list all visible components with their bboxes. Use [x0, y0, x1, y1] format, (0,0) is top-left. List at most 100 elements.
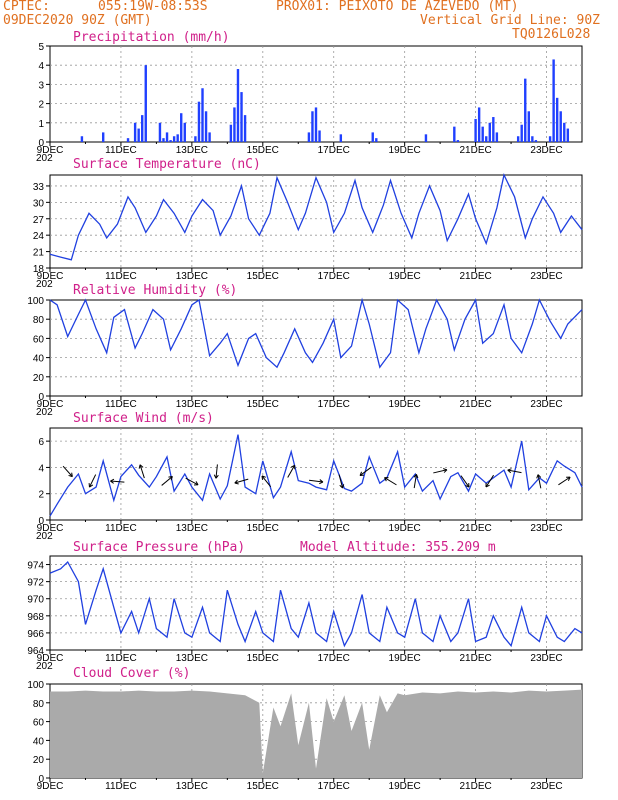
wind-arrow-head [485, 482, 490, 488]
precip-bar [474, 118, 477, 142]
precip-bar [481, 126, 484, 142]
series-line [49, 434, 583, 517]
x-tick-label: 15DEC [247, 145, 279, 156]
wind-arrow [338, 474, 344, 489]
precip-bar [563, 122, 566, 142]
header-run-id: TQ0126L028 [512, 27, 591, 42]
x-tick-label: 13DEC [176, 781, 208, 792]
precip-bar [524, 78, 527, 142]
precip-bar [485, 136, 488, 142]
wind-arrow [507, 469, 522, 474]
x-tick-label: 9DEC [37, 781, 64, 792]
x-tick-label: 17DEC [318, 523, 350, 534]
wind-arrow [62, 465, 73, 477]
precip-bar [236, 69, 240, 142]
x-tick-overlap: 202 [36, 407, 53, 418]
y-tick-label: 18 [33, 264, 45, 275]
y-tick-label: 30 [33, 198, 45, 209]
x-tick-label: 15DEC [247, 271, 279, 282]
panel-5: 0 20 40 60 80 100 9DEC 11DEC 13DEC 15DEC 17DEC 19DE… [27, 666, 583, 792]
y-tick-label: 968 [27, 612, 44, 623]
precip-bar [488, 122, 491, 142]
y-tick-label: 1 [38, 119, 44, 130]
precip-bar [520, 124, 523, 142]
precip-bar [552, 59, 555, 142]
x-tick-label: 21DEC [459, 145, 491, 156]
y-tick-label: 60 [33, 718, 45, 729]
y-tick-label: 4 [38, 463, 44, 474]
wind-arrow-head [442, 468, 448, 473]
wind-arrow [384, 477, 397, 486]
precip-bar [169, 140, 172, 142]
wind-arrow-head [339, 484, 345, 489]
wind-arrow [215, 464, 218, 479]
panel-0: 0 1 2 3 4 5 9DEC 11DEC 13DEC 15DEC 17DEC 19DEC 21DEC… [36, 30, 583, 164]
series-line [49, 560, 583, 648]
x-tick-overlap: 202 [36, 531, 53, 542]
y-tick-label: 80 [33, 315, 45, 326]
y-tick-label: 60 [33, 334, 45, 345]
x-tick-label: 11DEC [105, 145, 137, 156]
y-tick-label: 40 [33, 736, 45, 747]
x-tick-label: 15DEC [247, 523, 279, 534]
header-date: 09DEC2020 90Z (GMT) [3, 13, 152, 28]
precip-bar [183, 122, 186, 142]
wind-arrow-head [319, 479, 324, 485]
y-tick-label: 80 [33, 699, 45, 710]
header-coords: 055:19W-08:53S [98, 0, 208, 14]
x-tick-label: 13DEC [176, 653, 208, 664]
x-tick-label: 23DEC [530, 653, 562, 664]
precip-bar [531, 136, 534, 142]
wind-arrow-head [213, 474, 219, 479]
wind-arrow-head [234, 479, 239, 485]
precip-bar [204, 111, 208, 142]
panel-annotation: Model Altitude: 355.209 m [300, 540, 496, 555]
precip-bar [314, 107, 318, 142]
y-tick-label: 3 [38, 80, 44, 91]
precip-bar [375, 138, 378, 142]
precip-bar [165, 132, 169, 142]
x-tick-label: 17DEC [318, 145, 350, 156]
x-tick-label: 19DEC [389, 145, 421, 156]
x-tick-label: 23DEC [530, 523, 562, 534]
wind-arrow [234, 478, 249, 484]
header-station: PROX01: PEIXOTO DE AZEVEDO (MT) [276, 0, 519, 14]
x-tick-label: 21DEC [459, 653, 491, 664]
x-tick-label: 13DEC [176, 145, 208, 156]
y-tick-label: 100 [27, 680, 44, 691]
precip-bar [559, 111, 562, 142]
x-tick-label: 23DEC [530, 399, 562, 410]
wind-arrow [460, 475, 470, 488]
x-tick-label: 13DEC [176, 271, 208, 282]
x-tick-overlap: 202 [36, 661, 53, 672]
x-tick-overlap: 202 [36, 153, 53, 164]
panel-1: 18 21 24 27 30 33 9DEC 11DEC 13DEC 15DEC 17DEC 19DE… [33, 157, 583, 290]
x-tick-label: 9DEC [37, 145, 64, 156]
x-tick-label: 11DEC [105, 271, 137, 282]
precip-bar [229, 124, 233, 142]
panel-frame [49, 299, 583, 397]
wind-arrow [359, 466, 372, 476]
x-tick-label: 17DEC [318, 271, 350, 282]
y-tick-label: 970 [27, 595, 44, 606]
precip-bar [566, 128, 570, 142]
precip-bar [307, 132, 311, 142]
precip-bar [492, 117, 495, 142]
y-tick-label: 0 [38, 138, 44, 149]
header-grid-line: Vertical Grid Line: 90Z [420, 13, 601, 28]
wind-arrow-head [68, 472, 73, 478]
wind-arrow [110, 480, 125, 483]
x-tick-label: 17DEC [318, 399, 350, 410]
x-tick-label: 15DEC [247, 653, 279, 664]
panel-4: 964 966 968 970 972 974 9DEC 11DEC 13DEC 15DEC 17D… [27, 540, 583, 672]
precip-bar [311, 111, 314, 142]
x-tick-label: 11DEC [105, 399, 137, 410]
precip-bar [555, 97, 559, 142]
y-tick-label: 100 [27, 296, 44, 307]
precip-bar [371, 132, 374, 142]
wind-arrow-head [138, 464, 144, 469]
header-line1-left: CPTEC: [3, 0, 50, 14]
precip-bar [137, 128, 140, 142]
series-line [49, 297, 583, 369]
